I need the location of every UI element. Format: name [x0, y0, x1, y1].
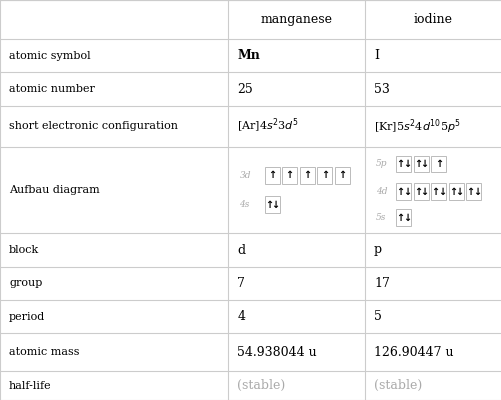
Text: 4: 4: [237, 310, 245, 323]
Text: ↑: ↑: [338, 170, 346, 180]
Text: ↓: ↓: [437, 187, 445, 197]
Text: 126.90447 u: 126.90447 u: [373, 346, 452, 359]
Bar: [430, 183, 445, 200]
Bar: [395, 156, 410, 172]
Text: 7: 7: [237, 277, 245, 290]
Text: period: period: [9, 312, 45, 322]
Bar: [317, 167, 332, 184]
Text: [Kr]5$s^2$4$d^{10}$5$p^5$: [Kr]5$s^2$4$d^{10}$5$p^5$: [373, 117, 460, 136]
Text: ↑: ↑: [395, 159, 403, 169]
Bar: [413, 156, 428, 172]
Text: 54.938044 u: 54.938044 u: [237, 346, 317, 359]
Text: (stable): (stable): [373, 379, 421, 392]
Text: Mn: Mn: [237, 49, 260, 62]
Text: atomic mass: atomic mass: [9, 347, 79, 357]
Bar: [395, 183, 410, 200]
Text: ↓: ↓: [402, 213, 410, 223]
Text: 5p: 5p: [375, 160, 387, 168]
Text: group: group: [9, 278, 42, 288]
Text: d: d: [237, 244, 245, 256]
Text: 25: 25: [237, 83, 253, 96]
Text: short electronic configuration: short electronic configuration: [9, 121, 178, 131]
Text: ↓: ↓: [455, 187, 463, 197]
Bar: [448, 183, 463, 200]
Text: 53: 53: [373, 83, 389, 96]
Text: 4d: 4d: [375, 187, 387, 196]
Text: (stable): (stable): [237, 379, 285, 392]
Text: ↑: ↑: [395, 213, 403, 223]
Text: ↓: ↓: [402, 187, 410, 197]
Text: atomic symbol: atomic symbol: [9, 51, 91, 61]
Bar: [264, 196, 279, 213]
Text: ↑: ↑: [320, 170, 328, 180]
Text: ↑: ↑: [430, 187, 438, 197]
Text: block: block: [9, 245, 39, 255]
Bar: [282, 167, 297, 184]
Text: ↑: ↑: [264, 200, 272, 210]
Text: ↑: ↑: [303, 170, 311, 180]
Bar: [395, 209, 410, 226]
Text: iodine: iodine: [413, 13, 452, 26]
Text: ↑: ↑: [434, 159, 442, 169]
Text: 3d: 3d: [239, 171, 250, 180]
Text: ↓: ↓: [472, 187, 480, 197]
Text: ↑: ↑: [413, 187, 421, 197]
Text: 5s: 5s: [375, 213, 386, 222]
Bar: [264, 167, 279, 184]
Text: ↑: ↑: [395, 187, 403, 197]
Text: ↓: ↓: [420, 187, 428, 197]
Text: 5: 5: [373, 310, 381, 323]
Text: [Ar]4$s^2$3$d^5$: [Ar]4$s^2$3$d^5$: [237, 117, 299, 135]
Text: 4s: 4s: [239, 200, 249, 209]
Text: ↑: ↑: [465, 187, 473, 197]
Bar: [430, 156, 445, 172]
Bar: [465, 183, 480, 200]
Text: I: I: [373, 49, 378, 62]
Text: ↑: ↑: [285, 170, 293, 180]
Text: ↑: ↑: [448, 187, 456, 197]
Text: p: p: [373, 244, 381, 256]
Text: ↑: ↑: [268, 170, 276, 180]
Text: Aufbau diagram: Aufbau diagram: [9, 185, 100, 195]
Text: ↓: ↓: [271, 200, 279, 210]
Text: 17: 17: [373, 277, 389, 290]
Bar: [334, 167, 349, 184]
Bar: [299, 167, 314, 184]
Text: ↑: ↑: [413, 159, 421, 169]
Text: ↓: ↓: [420, 159, 428, 169]
Bar: [413, 183, 428, 200]
Text: manganese: manganese: [260, 13, 332, 26]
Text: ↓: ↓: [402, 159, 410, 169]
Text: half-life: half-life: [9, 380, 52, 390]
Text: atomic number: atomic number: [9, 84, 95, 94]
